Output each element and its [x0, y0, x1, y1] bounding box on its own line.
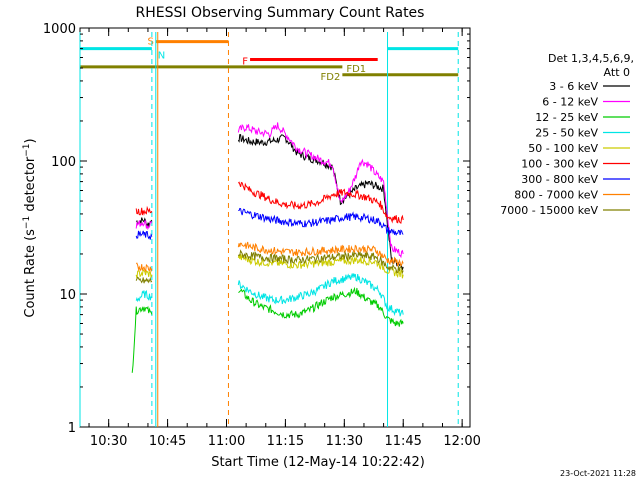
- plot-frame: [79, 27, 471, 428]
- series-line: [237, 181, 404, 224]
- series-line: [238, 286, 404, 327]
- series-line: [135, 230, 153, 240]
- footer-date: 23-Oct-2021 11:28: [560, 469, 636, 478]
- y-axis-label-mid: detector: [23, 156, 38, 216]
- flag-label: FD2: [321, 72, 341, 83]
- legend-label: 6 - 12 keV: [542, 96, 598, 109]
- legend-header-detectors: Det 1,3,4,5,6,9,: [548, 52, 634, 65]
- y-axis: 1 10 100 1000: [43, 22, 470, 436]
- series-line: [135, 290, 152, 303]
- y-tick-label: 10: [59, 288, 76, 303]
- legend-label: 12 - 25 keV: [535, 111, 598, 124]
- y-axis-label: Count Rate (s−1 detector−1): [22, 138, 38, 317]
- series-line: [238, 207, 404, 237]
- legend-label: 7000 - 15000 keV: [500, 204, 598, 217]
- y-tick-label: 1000: [43, 22, 76, 37]
- series-line: [131, 305, 153, 373]
- y-axis-label-exp-2: −1: [22, 143, 32, 156]
- legend-label: 50 - 100 keV: [528, 142, 598, 155]
- x-axis-label: Start Time (12-May-14 10:22:42): [211, 455, 425, 470]
- legend-label: 25 - 50 keV: [535, 127, 598, 140]
- legend: Det 1,3,4,5,6,9, Att 0 3 - 6 keV 6 - 12 k…: [500, 52, 634, 217]
- series-line: [135, 276, 153, 284]
- flag-label: S: [147, 37, 153, 48]
- x-tick-label: 11:15: [267, 434, 304, 449]
- legend-label: 3 - 6 keV: [549, 80, 598, 93]
- series-line: [237, 273, 404, 317]
- legend-label: 100 - 300 keV: [521, 158, 598, 171]
- flag-label: N: [158, 51, 165, 62]
- flag-label: FD1: [346, 64, 366, 75]
- x-tick-label: 11:30: [326, 434, 363, 449]
- y-axis-label-end: ): [23, 138, 38, 143]
- x-tick-label: 11:00: [208, 434, 245, 449]
- event-lines: [79, 32, 459, 427]
- series-line: [135, 205, 153, 216]
- x-tick-label: 10:45: [149, 434, 186, 449]
- x-axis: 10:30 10:45 11:00 11:15 11:30 11:45 12:00: [88, 28, 481, 449]
- series-line: [135, 268, 153, 279]
- observing-flags: SN F FD1 FD2: [80, 37, 459, 83]
- x-tick-label: 10:30: [90, 434, 127, 449]
- legend-label: 300 - 800 keV: [521, 173, 598, 186]
- y-tick-label: 100: [51, 155, 76, 170]
- series-line: [237, 249, 404, 275]
- legend-header-attenuator: Att 0: [604, 66, 630, 79]
- y-axis-label-main: Count Rate (s: [23, 229, 38, 318]
- legend-label: 800 - 7000 keV: [514, 189, 598, 202]
- series-line: [135, 220, 153, 231]
- x-tick-label: 11:45: [384, 434, 421, 449]
- y-tick-label: 1: [68, 421, 76, 436]
- series-layer: [131, 122, 404, 373]
- flag-label: F: [242, 56, 248, 67]
- y-axis-label-exp: −1: [22, 216, 32, 229]
- series-line: [136, 262, 153, 273]
- series-line: [237, 122, 404, 259]
- chart-title: RHESSI Observing Summary Count Rates: [136, 5, 425, 21]
- x-tick-label: 12:00: [443, 434, 480, 449]
- series-line: [237, 241, 404, 268]
